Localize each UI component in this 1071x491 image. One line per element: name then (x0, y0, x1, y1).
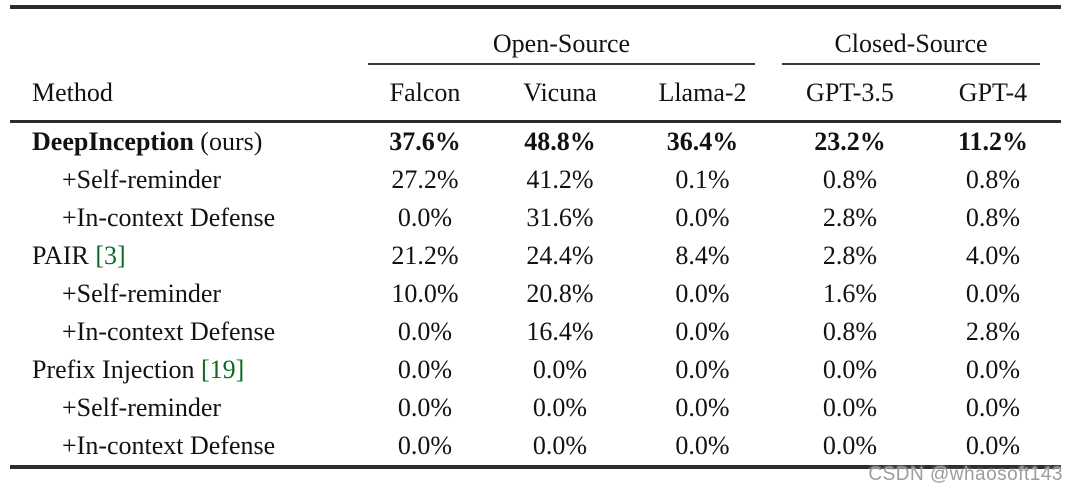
cell-value-gpt-4: 2.8% (965, 317, 1021, 346)
group-header-spacer (10, 7, 360, 65)
cell-value-falcon: 0.0% (360, 427, 490, 469)
table-row: +Self-reminder 0.0% 0.0% 0.0% 0.0% 0.0% (10, 389, 1061, 427)
cell-value-gpt-3-5: 23.2% (814, 127, 886, 156)
method-name: Prefix Injection (32, 355, 195, 384)
column-header-gpt-4: GPT-4 (925, 65, 1061, 123)
cell-value-llama-2: 0.0% (675, 355, 730, 384)
citation-link[interactable]: [3] (88, 241, 126, 270)
cell-value-gpt-3-5: 0.0% (822, 393, 878, 422)
results-table: Open-Source Closed-Source Method Falcon … (10, 5, 1061, 469)
cell-value-falcon: 27.2% (391, 165, 459, 194)
cell-value-vicuna: 31.6% (526, 203, 594, 232)
method-name: +Self-reminder (62, 165, 222, 194)
cell-value-vicuna: 20.8% (526, 279, 594, 308)
table-row: +In-context Defense 0.0% 16.4% 0.0% 0.8%… (10, 313, 1061, 351)
table-row: Prefix Injection [19] 0.0% 0.0% 0.0% 0.0… (10, 351, 1061, 389)
group-header-open-source: Open-Source (360, 7, 775, 65)
method-cell: +Self-reminder (10, 161, 360, 199)
method-cell: +In-context Defense (10, 427, 360, 469)
method-cell: DeepInception (ours) (10, 122, 360, 162)
cell-value-falcon: 21.2% (391, 241, 459, 270)
method-name: +Self-reminder (62, 393, 222, 422)
method-name: PAIR (32, 241, 89, 270)
column-header-falcon: Falcon (360, 65, 490, 123)
cell-value-vicuna: 41.2% (526, 165, 594, 194)
cell-value-gpt-3-5: 0.0% (822, 355, 878, 384)
watermark: CSDN @whaosoft143 (868, 464, 1063, 485)
table-row: +Self-reminder 27.2% 41.2% 0.1% 0.8% 0.8… (10, 161, 1061, 199)
method-cell: +Self-reminder (10, 275, 360, 313)
cell-value-falcon: 0.0% (397, 203, 453, 232)
cell-value-vicuna: 0.0% (532, 393, 588, 422)
cell-value-vicuna: 16.4% (526, 317, 594, 346)
cell-value-llama-2: 0.0% (675, 317, 730, 346)
cell-value-falcon: 0.0% (397, 355, 453, 384)
method-cell: +In-context Defense (10, 313, 360, 351)
cell-value-gpt-4: 0.0% (965, 355, 1021, 384)
column-header-gpt-3-5: GPT-3.5 (775, 65, 925, 123)
cell-value-gpt-4: 11.2% (957, 127, 1029, 156)
cell-value-vicuna: 24.4% (526, 241, 594, 270)
cell-value-gpt-3-5: 1.6% (822, 279, 878, 308)
column-header-vicuna: Vicuna (490, 65, 630, 123)
cell-value-gpt-4: 0.8% (965, 203, 1021, 232)
table-row: DeepInception (ours) 37.6% 48.8% 36.4% 2… (10, 122, 1061, 162)
cell-value-falcon: 37.6% (389, 127, 461, 156)
method-cell: PAIR [3] (10, 237, 360, 275)
cell-value-falcon: 0.0% (397, 317, 453, 346)
table-row: +Self-reminder 10.0% 20.8% 0.0% 1.6% 0.0… (10, 275, 1061, 313)
group-header-closed-source: Closed-Source (775, 7, 1061, 65)
cell-value-llama-2: 36.4% (666, 127, 739, 156)
column-group-header-row: Open-Source Closed-Source (10, 7, 1061, 65)
method-column-header: Method (10, 65, 360, 123)
cell-value-llama-2: 0.0% (630, 427, 775, 469)
cell-value-gpt-4: 4.0% (965, 241, 1021, 270)
cell-value-gpt-4: 0.0% (925, 427, 1061, 469)
cell-value-gpt-3-5: 0.8% (822, 165, 878, 194)
cell-value-gpt-3-5: 2.8% (822, 203, 878, 232)
table-body: DeepInception (ours) 37.6% 48.8% 36.4% 2… (10, 122, 1061, 469)
cell-value-llama-2: 0.0% (675, 203, 730, 232)
method-name: +In-context Defense (62, 203, 276, 232)
cell-value-gpt-3-5: 0.0% (775, 427, 925, 469)
cell-value-llama-2: 8.4% (675, 241, 730, 270)
method-name: +In-context Defense (62, 431, 276, 460)
citation-link[interactable]: [19] (194, 355, 245, 384)
method-name: +Self-reminder (62, 279, 222, 308)
method-cell: Prefix Injection [19] (10, 351, 360, 389)
table-row: PAIR [3] 21.2% 24.4% 8.4% 2.8% 4.0% (10, 237, 1061, 275)
method-cell: +Self-reminder (10, 389, 360, 427)
cell-value-gpt-4: 0.8% (965, 165, 1021, 194)
column-header-llama-2: Llama-2 (630, 65, 775, 123)
cell-value-vicuna: 48.8% (524, 127, 596, 156)
method-suffix: (ours) (193, 127, 263, 156)
cell-value-vicuna: 0.0% (490, 427, 630, 469)
cell-value-falcon: 10.0% (391, 279, 459, 308)
cell-value-gpt-4: 0.0% (965, 393, 1021, 422)
column-header-row: Method Falcon Vicuna Llama-2 GPT-3.5 GPT… (10, 65, 1061, 123)
cell-value-vicuna: 0.0% (532, 355, 588, 384)
cell-value-gpt-4: 0.0% (965, 279, 1021, 308)
cell-value-llama-2: 0.0% (675, 279, 730, 308)
method-cell: +In-context Defense (10, 199, 360, 237)
cell-value-gpt-3-5: 0.8% (822, 317, 878, 346)
cell-value-llama-2: 0.0% (675, 393, 730, 422)
cell-value-falcon: 0.0% (397, 393, 453, 422)
cell-value-gpt-3-5: 2.8% (822, 241, 878, 270)
method-name: DeepInception (32, 127, 194, 156)
open-source-label: Open-Source (368, 31, 755, 65)
method-name: +In-context Defense (62, 317, 276, 346)
table-row: +In-context Defense 0.0% 31.6% 0.0% 2.8%… (10, 199, 1061, 237)
cell-value-llama-2: 0.1% (675, 165, 730, 194)
closed-source-label: Closed-Source (782, 31, 1040, 65)
table-row: +In-context Defense 0.0% 0.0% 0.0% 0.0% … (10, 427, 1061, 469)
